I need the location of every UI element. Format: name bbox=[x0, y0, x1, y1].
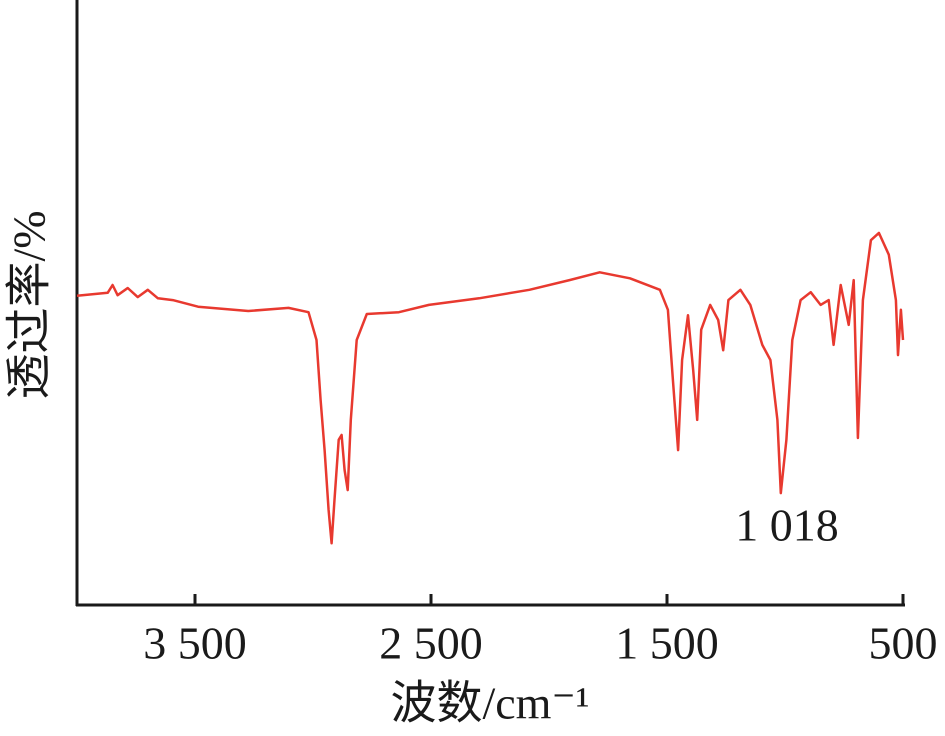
x-tick-label: 2 500 bbox=[379, 618, 483, 669]
x-tick-label: 3 500 bbox=[143, 618, 247, 669]
x-tick-label: 500 bbox=[869, 618, 938, 669]
x-tick-label: 1 500 bbox=[615, 618, 719, 669]
y-axis-title: 透过率/% bbox=[4, 210, 55, 399]
annotation: 1 018 bbox=[735, 500, 839, 551]
spectrum-line bbox=[76, 231, 905, 545]
x-axis-title: 波数/cm⁻¹ bbox=[390, 678, 589, 729]
